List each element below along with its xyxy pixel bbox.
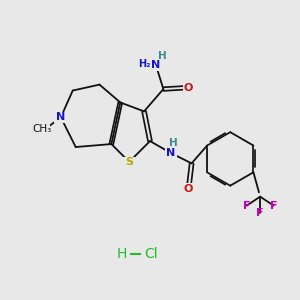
Text: F: F	[243, 201, 250, 211]
Text: N: N	[56, 112, 65, 122]
FancyBboxPatch shape	[183, 82, 195, 93]
Text: F: F	[256, 208, 264, 218]
Text: H: H	[169, 139, 178, 148]
Text: H: H	[117, 247, 127, 261]
Text: S: S	[125, 157, 133, 167]
Text: O: O	[184, 82, 193, 93]
FancyBboxPatch shape	[148, 60, 164, 70]
Text: N: N	[151, 60, 160, 70]
Text: N: N	[166, 148, 176, 158]
Text: Cl: Cl	[145, 247, 158, 261]
Text: O: O	[184, 184, 193, 194]
Text: CH₃: CH₃	[32, 124, 51, 134]
Text: H₂: H₂	[139, 59, 151, 69]
FancyBboxPatch shape	[30, 124, 50, 134]
FancyBboxPatch shape	[123, 157, 135, 167]
FancyBboxPatch shape	[183, 183, 195, 194]
FancyBboxPatch shape	[165, 148, 177, 158]
FancyBboxPatch shape	[54, 112, 68, 123]
Text: H: H	[158, 51, 166, 62]
Text: F: F	[270, 201, 277, 211]
